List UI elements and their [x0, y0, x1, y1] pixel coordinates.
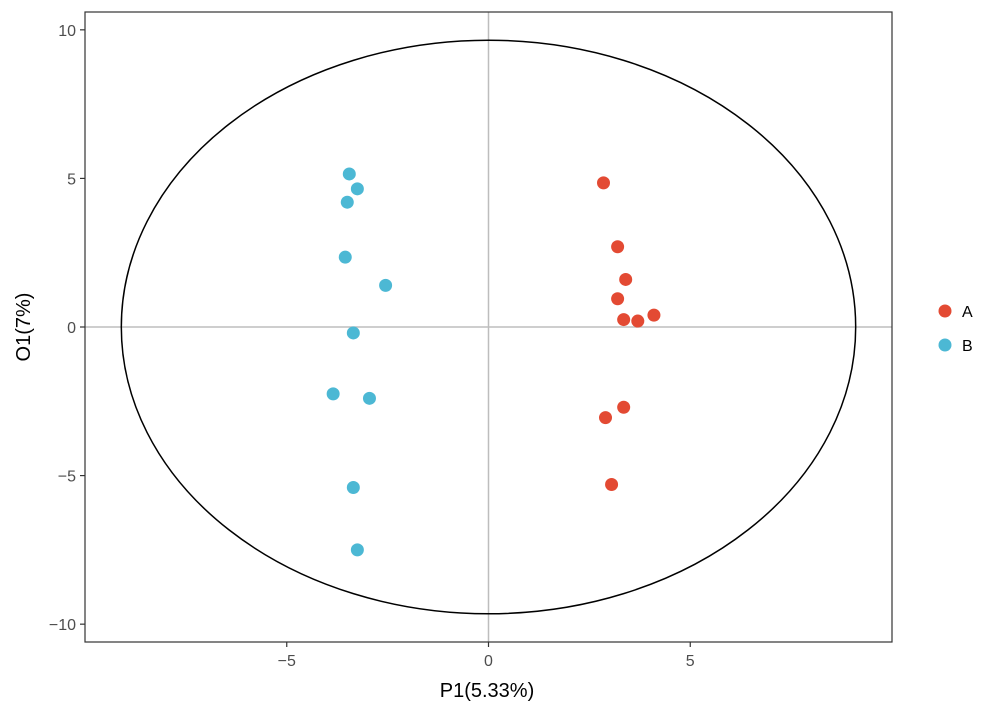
- x-tick-label-1: −5: [278, 653, 296, 670]
- point-a-2: [611, 240, 625, 254]
- point-b-1: [342, 167, 356, 181]
- point-a-7: [647, 308, 661, 322]
- point-b-7: [326, 387, 340, 401]
- legend: AB: [938, 304, 973, 355]
- y-axis: 10 5 0 −5 −10: [49, 23, 85, 634]
- x-axis: −5 0 5: [278, 642, 695, 670]
- y-tick-label-1: 10: [58, 23, 76, 40]
- point-a-10: [605, 478, 619, 491]
- y-tick-label-2: 5: [67, 171, 76, 188]
- y-tick-label-3: 0: [67, 320, 76, 337]
- point-b-5: [379, 278, 393, 292]
- plot-area: [84, 11, 893, 643]
- point-a-1: [596, 176, 610, 190]
- x-axis-title: P1(5.33%): [440, 680, 535, 702]
- y-tick-label-5: −10: [49, 617, 76, 634]
- confidence-ellipse: [120, 39, 857, 615]
- point-b-3: [340, 195, 354, 209]
- point-a-6: [631, 314, 645, 328]
- point-a-5: [617, 313, 631, 327]
- point-b-9: [346, 480, 360, 494]
- point-a-9: [599, 411, 613, 425]
- legend-label-a: A: [962, 304, 973, 321]
- point-b-4: [338, 250, 352, 264]
- point-a-8: [617, 400, 631, 414]
- point-b-8: [362, 391, 376, 405]
- point-a-3: [619, 272, 633, 286]
- y-tick-label-4: −5: [58, 469, 76, 486]
- legend-key-b: [938, 338, 952, 352]
- y-axis-title: O1(7%): [13, 293, 35, 362]
- point-b-6: [346, 326, 360, 340]
- point-b-10: [350, 543, 364, 557]
- legend-key-a: [938, 304, 952, 318]
- x-tick-label-2: 0: [484, 653, 493, 670]
- x-tick-label-3: 5: [686, 653, 695, 670]
- point-a-4: [611, 292, 625, 306]
- legend-label-b: B: [962, 338, 973, 355]
- point-b-2: [350, 182, 364, 196]
